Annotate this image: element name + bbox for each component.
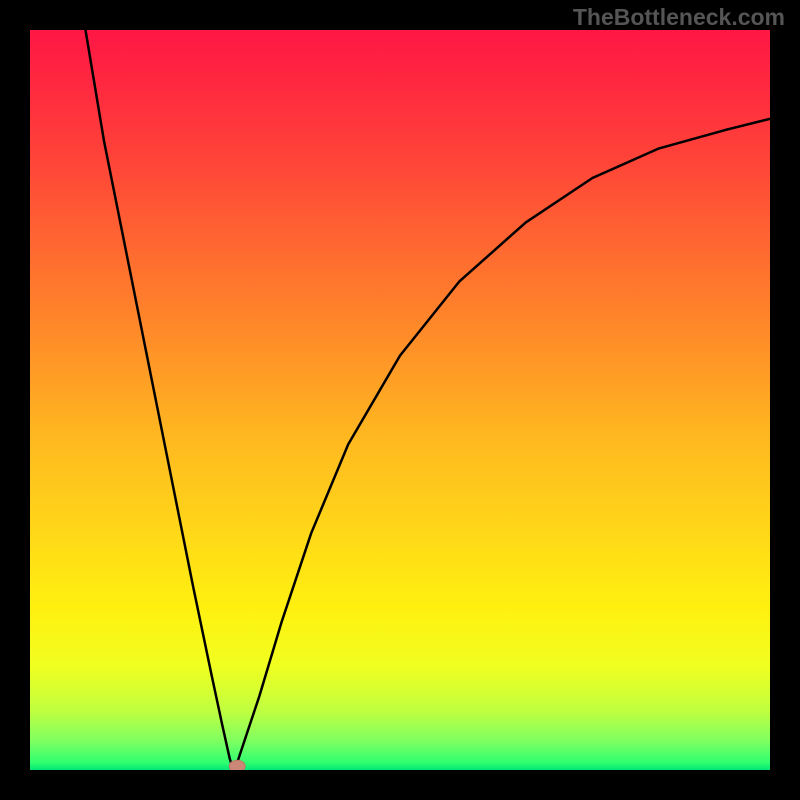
watermark-text: TheBottleneck.com: [573, 4, 785, 31]
chart-svg: [30, 30, 770, 770]
chart-background: [30, 30, 770, 770]
bottleneck-chart: [30, 30, 770, 770]
optimum-marker: [229, 760, 245, 770]
